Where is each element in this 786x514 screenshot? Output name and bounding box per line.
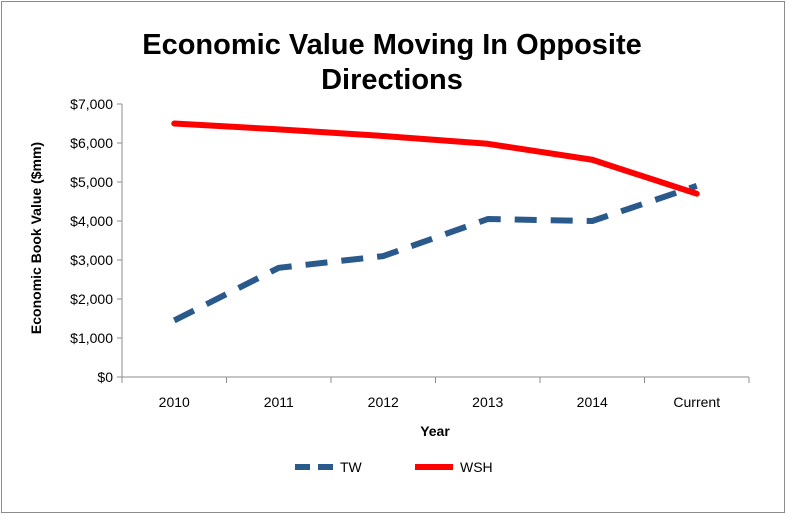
x-tick-label: 2010 — [159, 394, 190, 410]
y-axis: $0 $1,000 $2,000 $3,000 $4,000 $5,000 $6,000 $7… — [70, 96, 123, 385]
chart-title-line-1: Economic Value Moving In Opposite — [142, 29, 642, 61]
x-tick-label: Current — [673, 394, 720, 410]
y-tick-label: $3,000 — [70, 252, 113, 268]
series-line-wsh — [171, 120, 700, 197]
legend: TW WSH — [295, 459, 493, 475]
y-tick-label: $0 — [97, 369, 113, 385]
x-axis: 2010 2011 2012 2013 2014 Current — [121, 376, 750, 410]
legend-label-tw: TW — [340, 459, 363, 475]
x-tick-label: 2012 — [368, 394, 399, 410]
x-axis-title: Year — [420, 423, 450, 439]
x-tick-label: 2013 — [472, 394, 503, 410]
y-tick-label: $5,000 — [70, 174, 113, 190]
y-axis-title: Economic Book Value ($mm) — [28, 142, 44, 334]
chart-title-line-2: Directions — [321, 64, 463, 96]
x-tick-label: 2014 — [577, 394, 608, 410]
y-tick-label: $4,000 — [70, 213, 113, 229]
x-tick-label: 2011 — [264, 394, 294, 410]
series-line-tw — [172, 183, 698, 324]
y-tick-label: $6,000 — [70, 135, 113, 151]
y-tick-label: $7,000 — [70, 96, 113, 112]
y-tick-label: $2,000 — [70, 291, 113, 307]
legend-label-wsh: WSH — [460, 459, 493, 475]
series-layer — [171, 120, 700, 324]
y-tick-label: $1,000 — [70, 330, 113, 346]
